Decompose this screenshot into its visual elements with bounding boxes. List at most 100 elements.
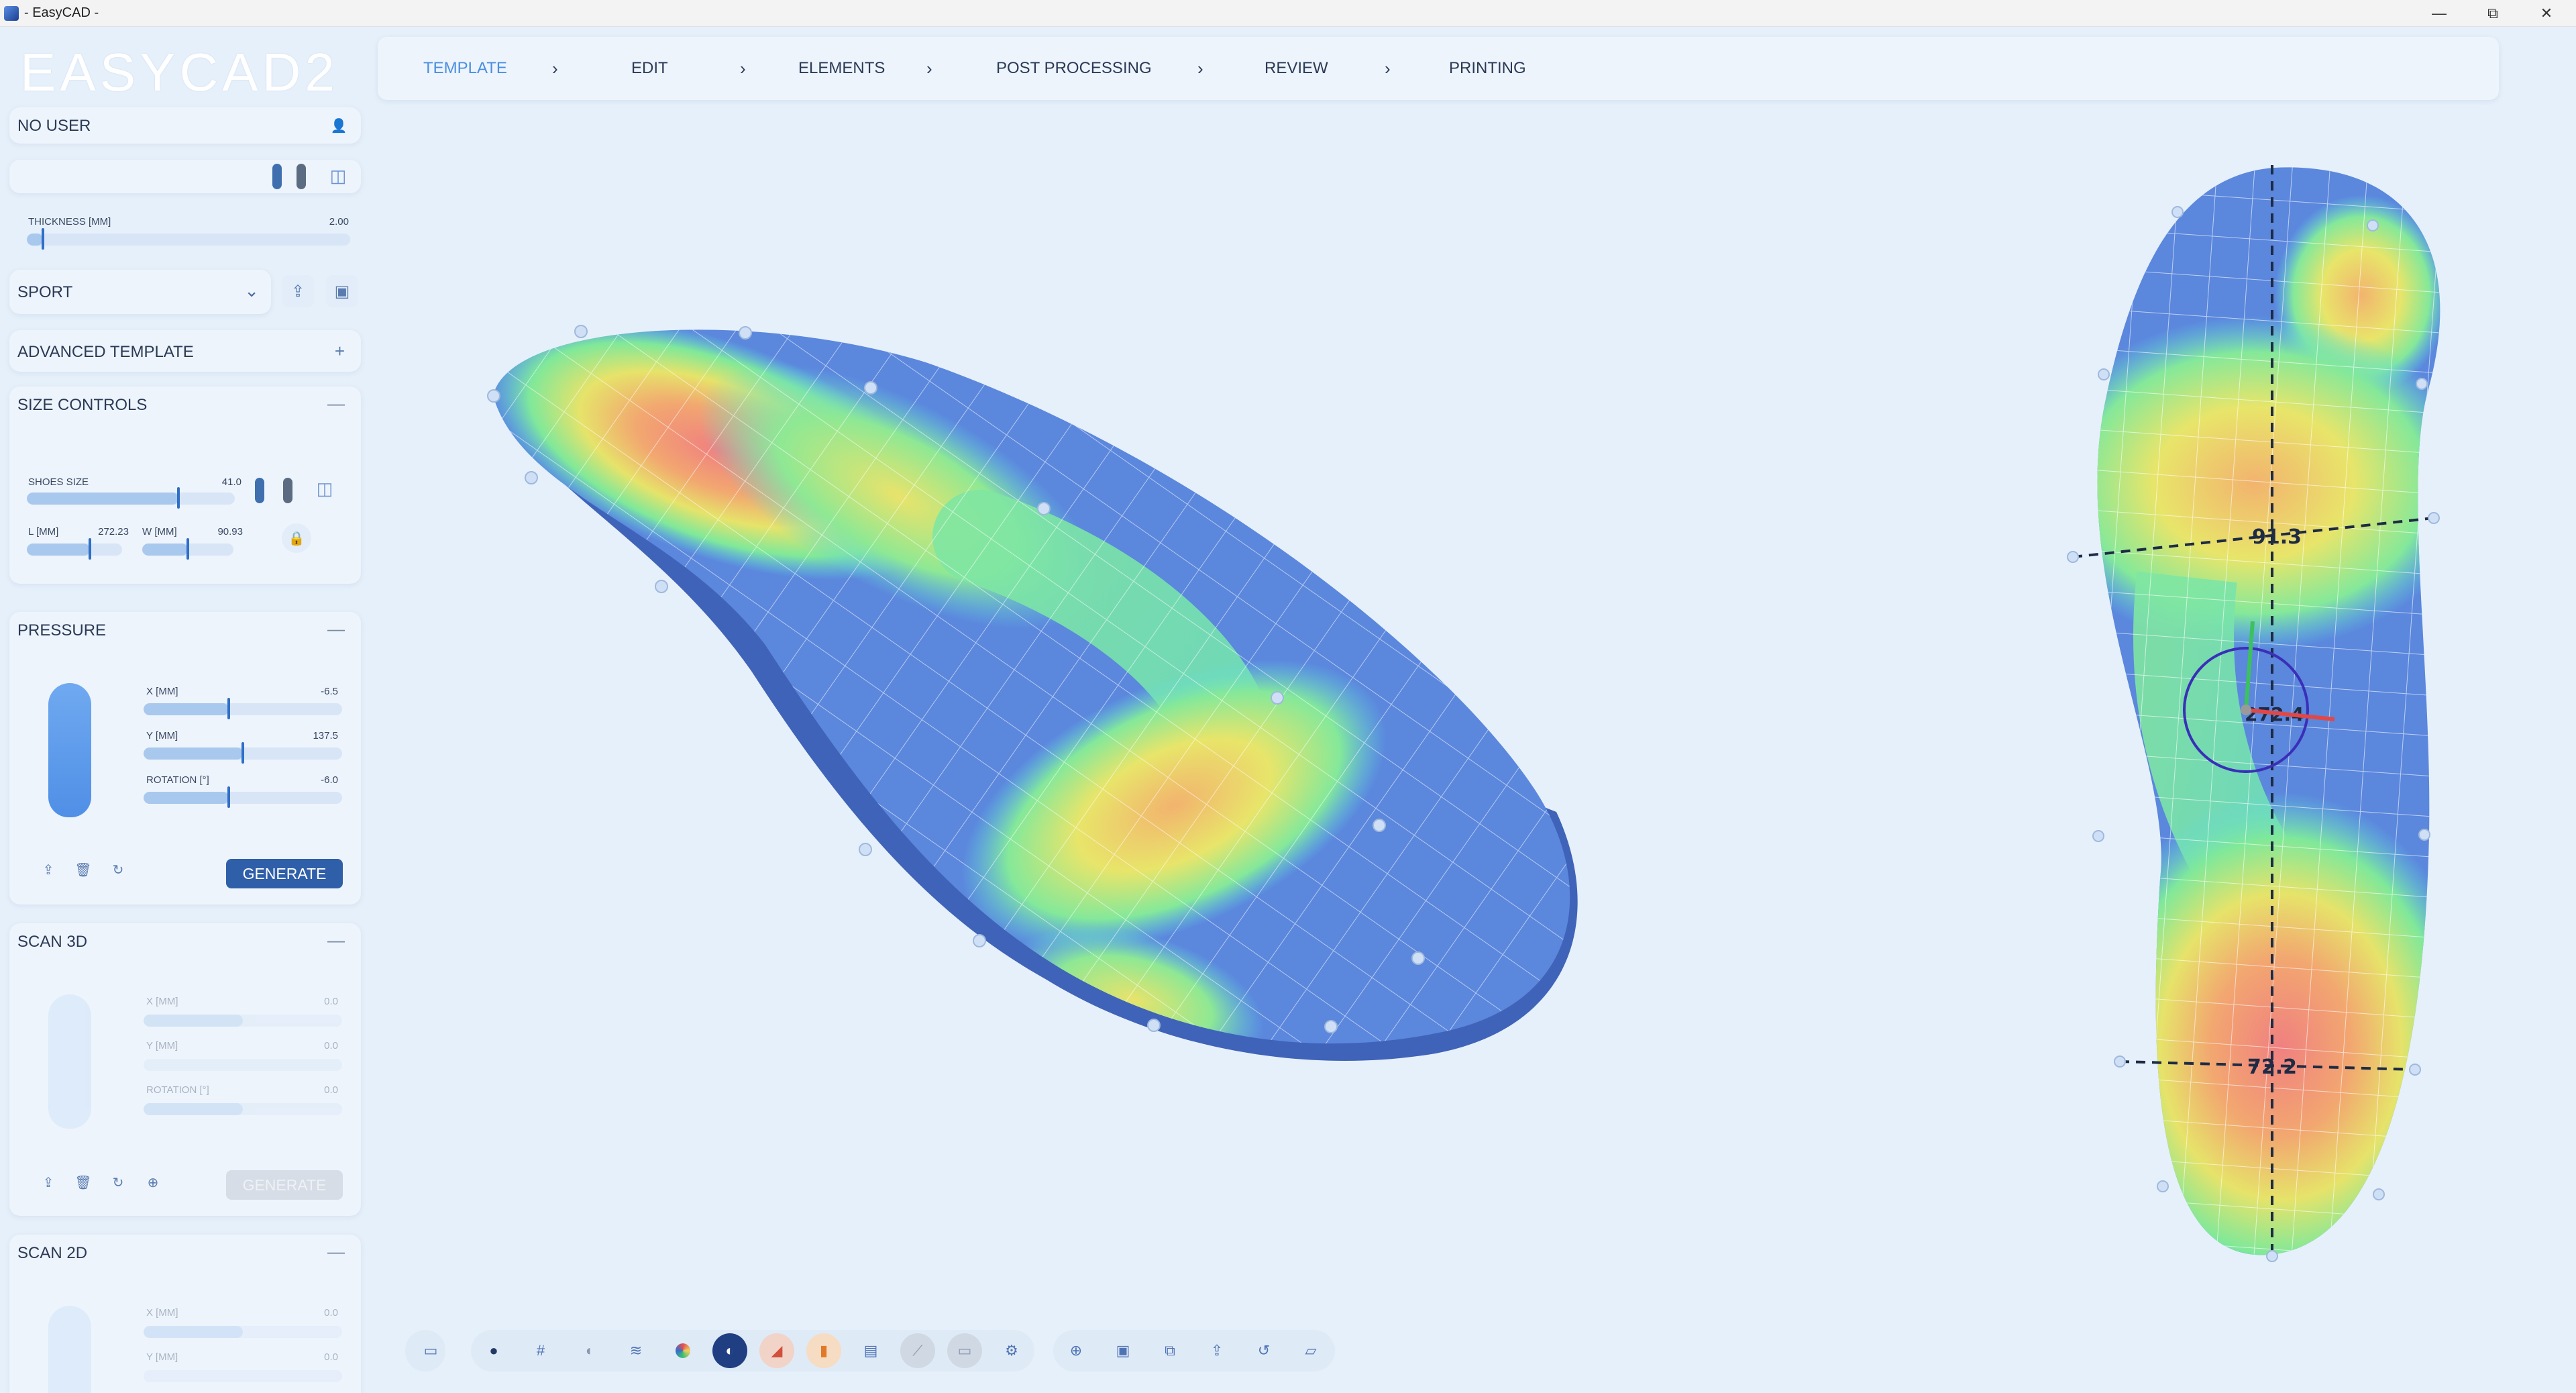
mirror-icon[interactable]: ◫ bbox=[316, 478, 333, 499]
trash-icon[interactable]: 🗑 bbox=[74, 1175, 92, 1190]
template-select[interactable]: SPORT ⌄ bbox=[9, 270, 271, 314]
pressure-y-slider-thumb[interactable] bbox=[241, 742, 244, 764]
left-foot-icon[interactable] bbox=[272, 164, 282, 189]
length-slider[interactable] bbox=[27, 544, 122, 556]
control-points[interactable] bbox=[487, 325, 1425, 1033]
shoe-size-slider-thumb[interactable] bbox=[177, 487, 180, 509]
length-slider-thumb[interactable] bbox=[88, 538, 91, 560]
scan-2d-x-value: 0.0 bbox=[324, 1307, 338, 1319]
user-panel[interactable]: NO USER 👤 bbox=[9, 107, 361, 144]
scan-3d-title: SCAN 3D bbox=[17, 933, 88, 951]
save-template-icon[interactable]: ▣ bbox=[326, 275, 358, 307]
pressure-y-label: Y [MM] bbox=[146, 730, 178, 741]
upload-icon[interactable]: ⇪ bbox=[42, 1175, 54, 1190]
step-elements[interactable]: ELEMENTS bbox=[798, 59, 885, 77]
collapse-icon[interactable]: — bbox=[327, 1241, 345, 1261]
minimize-button[interactable]: — bbox=[2432, 5, 2447, 21]
scan-3d-y-slider[interactable] bbox=[144, 1059, 342, 1071]
user-icon[interactable]: 👤 bbox=[330, 118, 347, 134]
control-points[interactable] bbox=[2067, 206, 2440, 1262]
shoe-size-label: SHOES SIZE bbox=[28, 476, 89, 488]
step-post-processing[interactable]: POST PROCESSING bbox=[996, 59, 1152, 77]
close-button[interactable]: ✕ bbox=[2540, 5, 2553, 21]
left-foot-icon[interactable] bbox=[255, 478, 264, 503]
advanced-template-label: ADVANCED TEMPLATE bbox=[17, 343, 194, 361]
transform-gizmo[interactable] bbox=[2183, 621, 2335, 773]
restore-button[interactable]: ⧉ bbox=[2487, 5, 2498, 21]
expand-icon[interactable]: + bbox=[334, 341, 345, 361]
upload-template-icon[interactable]: ⇪ bbox=[282, 275, 314, 307]
pressure-x-value: -6.5 bbox=[321, 686, 338, 697]
foot-orange-icon[interactable]: ▮ bbox=[806, 1333, 841, 1368]
ruler-icon[interactable]: ▭ bbox=[947, 1333, 982, 1368]
shoe-size-slider[interactable] bbox=[27, 493, 235, 505]
foot-solid-icon[interactable]: ● bbox=[489, 1342, 498, 1359]
step-edit[interactable]: EDIT bbox=[631, 59, 668, 77]
scan-2d-y-value: 0.0 bbox=[324, 1351, 338, 1363]
pressure-rotation-slider[interactable] bbox=[144, 792, 342, 804]
mirror-icon[interactable]: ◫ bbox=[329, 165, 347, 186]
lock-icon[interactable]: 🔒 bbox=[282, 523, 311, 553]
zoom-fit-icon[interactable]: ⊕ bbox=[1069, 1342, 1083, 1359]
collapse-icon[interactable]: — bbox=[327, 619, 345, 639]
file-toolbar bbox=[1053, 1330, 1335, 1372]
foot-outline-icon[interactable]: ◖ bbox=[584, 1342, 593, 1359]
right-foot-icon[interactable] bbox=[297, 164, 306, 189]
scan-2d-y-slider[interactable] bbox=[144, 1370, 342, 1382]
thickness-slider-thumb[interactable] bbox=[42, 228, 45, 250]
shoe-size-value: 41.0 bbox=[221, 476, 241, 488]
step-printing[interactable]: PRINTING bbox=[1449, 59, 1526, 77]
panel-icon[interactable]: ▤ bbox=[863, 1342, 878, 1359]
pressure-map-icon[interactable]: ◐ bbox=[712, 1333, 747, 1368]
3d-viewport[interactable]: 91.3 272.4 72.2 bbox=[376, 107, 2576, 1322]
scan-3d-rotation-slider[interactable] bbox=[144, 1103, 342, 1115]
reset-icon[interactable]: ↻ bbox=[112, 862, 124, 878]
scan-3d-generate-button[interactable]: GENERATE bbox=[226, 1170, 343, 1200]
step-template[interactable]: TEMPLATE bbox=[423, 59, 507, 77]
pressure-x-slider[interactable] bbox=[144, 703, 342, 715]
download-icon[interactable]: ⊕ bbox=[147, 1175, 159, 1190]
length-value: 272.23 bbox=[98, 526, 129, 537]
workflow-stepper: TEMPLATE › EDIT › ELEMENTS › POST PROCES… bbox=[378, 37, 2499, 100]
save-icon[interactable]: ▣ bbox=[1116, 1342, 1130, 1359]
scan-3d-rotation-label: ROTATION [°] bbox=[146, 1084, 209, 1096]
thickness-slider[interactable] bbox=[27, 234, 350, 246]
heel-icon[interactable]: ◢ bbox=[759, 1333, 794, 1368]
step-review[interactable]: REVIEW bbox=[1265, 59, 1328, 77]
insole-top-view-right[interactable]: 91.3 272.4 72.2 bbox=[2033, 148, 2482, 1302]
reset-icon[interactable]: ↻ bbox=[112, 1175, 124, 1190]
folder-icon[interactable]: ▱ bbox=[1305, 1342, 1317, 1359]
collapse-icon[interactable]: — bbox=[327, 393, 345, 413]
pressure-x-slider-thumb[interactable] bbox=[227, 698, 231, 719]
camera-icon[interactable]: ▭ bbox=[423, 1342, 438, 1359]
trash-icon[interactable]: 🗑 bbox=[74, 862, 92, 878]
chevron-down-icon: ⌄ bbox=[244, 280, 259, 301]
scan-2d-title: SCAN 2D bbox=[17, 1244, 88, 1262]
right-foot-icon[interactable] bbox=[283, 478, 292, 503]
foot-selector-panel: ◫ bbox=[9, 160, 361, 193]
forefoot-width-line bbox=[2072, 517, 2434, 558]
collapse-icon[interactable]: — bbox=[327, 930, 345, 950]
layers-icon[interactable]: ≋ bbox=[629, 1342, 643, 1359]
pressure-generate-button[interactable]: GENERATE bbox=[226, 859, 343, 888]
thickness-label: THICKNESS [MM] bbox=[28, 216, 111, 227]
export-icon[interactable]: ⇪ bbox=[1210, 1342, 1224, 1359]
grid-icon[interactable]: # bbox=[536, 1342, 545, 1359]
settings-icon[interactable]: ⚙ bbox=[1005, 1342, 1018, 1359]
save-as-icon[interactable]: ⧉ bbox=[1165, 1342, 1175, 1359]
width-slider-thumb[interactable] bbox=[186, 538, 189, 560]
window-titlebar: - EasyCAD - — ⧉ ✕ bbox=[0, 0, 2576, 27]
upload-icon[interactable]: ⇪ bbox=[42, 862, 54, 878]
template-select-value: SPORT bbox=[17, 283, 73, 301]
scan-3d-x-value: 0.0 bbox=[324, 996, 338, 1007]
advanced-template-panel[interactable]: ADVANCED TEMPLATE + bbox=[9, 330, 361, 372]
pressure-rotation-slider-thumb[interactable] bbox=[227, 786, 231, 808]
color-map-icon[interactable] bbox=[665, 1333, 700, 1368]
insole-3d-view-left[interactable] bbox=[376, 107, 1717, 1181]
scan-2d-panel: SCAN 2D — X [MM] 0.0 Y [MM] 0.0 bbox=[9, 1235, 361, 1393]
history-icon[interactable]: ↺ bbox=[1257, 1342, 1271, 1359]
thickness-value: 2.00 bbox=[329, 216, 349, 227]
measure-icon[interactable]: ⟋ bbox=[900, 1333, 935, 1368]
scan-3d-x-slider[interactable] bbox=[144, 1015, 342, 1027]
scan-2d-x-slider[interactable] bbox=[144, 1326, 342, 1338]
